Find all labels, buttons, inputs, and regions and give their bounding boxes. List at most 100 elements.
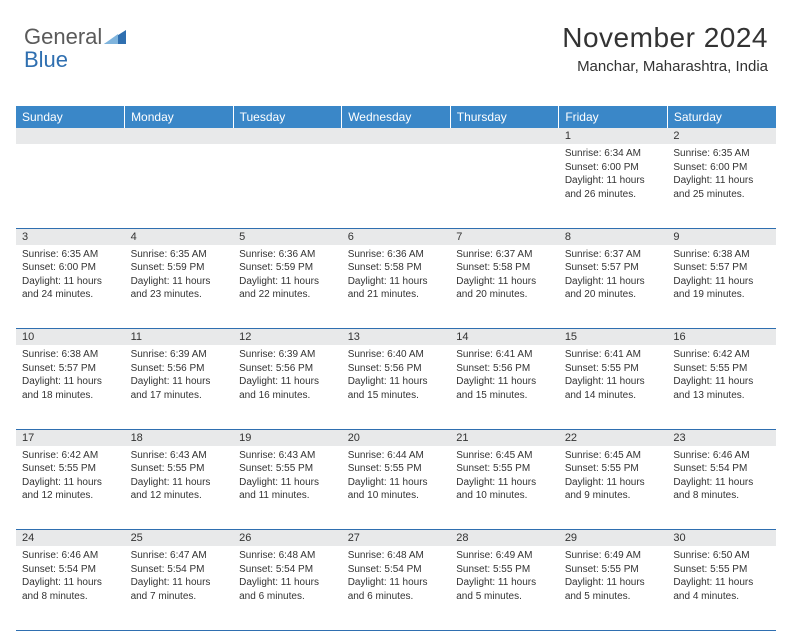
- day-cell: [342, 144, 451, 228]
- day-cell-content: Sunrise: 6:49 AMSunset: 5:55 PMDaylight:…: [450, 546, 559, 606]
- day-number: 14: [450, 329, 559, 346]
- day-cell-content: Sunrise: 6:47 AMSunset: 5:54 PMDaylight:…: [125, 546, 234, 606]
- day-body-row: Sunrise: 6:42 AMSunset: 5:55 PMDaylight:…: [16, 446, 776, 530]
- column-header: Wednesday: [342, 106, 451, 128]
- day-cell: Sunrise: 6:46 AMSunset: 5:54 PMDaylight:…: [667, 446, 776, 530]
- day-number-row: 12: [16, 128, 776, 144]
- day-cell: Sunrise: 6:36 AMSunset: 5:58 PMDaylight:…: [342, 245, 451, 329]
- day-number: 19: [233, 429, 342, 446]
- column-header: Tuesday: [233, 106, 342, 128]
- day-cell-content: Sunrise: 6:50 AMSunset: 5:55 PMDaylight:…: [667, 546, 776, 606]
- calendar-header-row: SundayMondayTuesdayWednesdayThursdayFrid…: [16, 106, 776, 128]
- day-cell: Sunrise: 6:36 AMSunset: 5:59 PMDaylight:…: [233, 245, 342, 329]
- day-number-row: 3456789: [16, 228, 776, 245]
- day-number: [342, 128, 451, 144]
- day-cell-content: Sunrise: 6:39 AMSunset: 5:56 PMDaylight:…: [125, 345, 234, 405]
- day-cell: Sunrise: 6:34 AMSunset: 6:00 PMDaylight:…: [559, 144, 668, 228]
- day-cell: Sunrise: 6:41 AMSunset: 5:56 PMDaylight:…: [450, 345, 559, 429]
- day-cell-content: Sunrise: 6:43 AMSunset: 5:55 PMDaylight:…: [125, 446, 234, 506]
- day-cell: Sunrise: 6:35 AMSunset: 5:59 PMDaylight:…: [125, 245, 234, 329]
- day-cell: Sunrise: 6:49 AMSunset: 5:55 PMDaylight:…: [450, 546, 559, 630]
- day-number: 29: [559, 530, 668, 547]
- day-number: 28: [450, 530, 559, 547]
- day-cell-content: Sunrise: 6:36 AMSunset: 5:58 PMDaylight:…: [342, 245, 451, 305]
- day-cell-content: Sunrise: 6:46 AMSunset: 5:54 PMDaylight:…: [667, 446, 776, 506]
- day-cell: [16, 144, 125, 228]
- day-number: 2: [667, 128, 776, 144]
- day-cell: [125, 144, 234, 228]
- day-number: 21: [450, 429, 559, 446]
- day-number: 9: [667, 228, 776, 245]
- day-number-row: 17181920212223: [16, 429, 776, 446]
- day-cell-content: Sunrise: 6:41 AMSunset: 5:55 PMDaylight:…: [559, 345, 668, 405]
- day-number: 27: [342, 530, 451, 547]
- day-cell-content: Sunrise: 6:44 AMSunset: 5:55 PMDaylight:…: [342, 446, 451, 506]
- column-header: Thursday: [450, 106, 559, 128]
- day-cell-content: Sunrise: 6:42 AMSunset: 5:55 PMDaylight:…: [16, 446, 125, 506]
- day-cell-content: Sunrise: 6:35 AMSunset: 6:00 PMDaylight:…: [16, 245, 125, 305]
- column-header: Sunday: [16, 106, 125, 128]
- day-number: 16: [667, 329, 776, 346]
- day-body-row: Sunrise: 6:46 AMSunset: 5:54 PMDaylight:…: [16, 546, 776, 630]
- day-number: 5: [233, 228, 342, 245]
- day-cell: Sunrise: 6:47 AMSunset: 5:54 PMDaylight:…: [125, 546, 234, 630]
- day-number: 10: [16, 329, 125, 346]
- day-body-row: Sunrise: 6:38 AMSunset: 5:57 PMDaylight:…: [16, 345, 776, 429]
- day-cell: Sunrise: 6:40 AMSunset: 5:56 PMDaylight:…: [342, 345, 451, 429]
- day-number: 20: [342, 429, 451, 446]
- day-number: 18: [125, 429, 234, 446]
- day-cell-content: Sunrise: 6:45 AMSunset: 5:55 PMDaylight:…: [559, 446, 668, 506]
- title-block: November 2024 Manchar, Maharashtra, Indi…: [562, 22, 768, 75]
- day-body-row: Sunrise: 6:34 AMSunset: 6:00 PMDaylight:…: [16, 144, 776, 228]
- column-header: Friday: [559, 106, 668, 128]
- day-cell: Sunrise: 6:50 AMSunset: 5:55 PMDaylight:…: [667, 546, 776, 630]
- day-cell-content: Sunrise: 6:34 AMSunset: 6:00 PMDaylight:…: [559, 144, 668, 204]
- day-cell-content: Sunrise: 6:35 AMSunset: 6:00 PMDaylight:…: [667, 144, 776, 204]
- day-cell-content: Sunrise: 6:43 AMSunset: 5:55 PMDaylight:…: [233, 446, 342, 506]
- header: GeneralBlue November 2024 Manchar, Mahar…: [0, 0, 792, 78]
- logo-text: GeneralBlue: [24, 24, 126, 72]
- day-cell-content: Sunrise: 6:42 AMSunset: 5:55 PMDaylight:…: [667, 345, 776, 405]
- day-number: 13: [342, 329, 451, 346]
- day-number-row: 10111213141516: [16, 329, 776, 346]
- day-number: 25: [125, 530, 234, 547]
- day-cell-content: Sunrise: 6:41 AMSunset: 5:56 PMDaylight:…: [450, 345, 559, 405]
- day-cell: Sunrise: 6:38 AMSunset: 5:57 PMDaylight:…: [16, 345, 125, 429]
- day-number: 3: [16, 228, 125, 245]
- calendar-table: SundayMondayTuesdayWednesdayThursdayFrid…: [16, 106, 776, 631]
- day-cell: Sunrise: 6:49 AMSunset: 5:55 PMDaylight:…: [559, 546, 668, 630]
- day-cell: Sunrise: 6:43 AMSunset: 5:55 PMDaylight:…: [233, 446, 342, 530]
- day-number: 17: [16, 429, 125, 446]
- logo: GeneralBlue: [24, 26, 126, 72]
- day-cell: Sunrise: 6:39 AMSunset: 5:56 PMDaylight:…: [125, 345, 234, 429]
- logo-triangle-icon: [104, 26, 126, 48]
- day-cell-content: Sunrise: 6:45 AMSunset: 5:55 PMDaylight:…: [450, 446, 559, 506]
- logo-text-gray: General: [24, 24, 102, 49]
- day-cell: Sunrise: 6:42 AMSunset: 5:55 PMDaylight:…: [16, 446, 125, 530]
- day-cell: Sunrise: 6:45 AMSunset: 5:55 PMDaylight:…: [450, 446, 559, 530]
- day-number: 15: [559, 329, 668, 346]
- day-cell: Sunrise: 6:41 AMSunset: 5:55 PMDaylight:…: [559, 345, 668, 429]
- day-cell-content: Sunrise: 6:48 AMSunset: 5:54 PMDaylight:…: [342, 546, 451, 606]
- day-number: 24: [16, 530, 125, 547]
- day-cell-content: Sunrise: 6:49 AMSunset: 5:55 PMDaylight:…: [559, 546, 668, 606]
- day-number: 6: [342, 228, 451, 245]
- column-header: Monday: [125, 106, 234, 128]
- day-number: 11: [125, 329, 234, 346]
- day-number: 30: [667, 530, 776, 547]
- day-number: 23: [667, 429, 776, 446]
- day-cell: Sunrise: 6:45 AMSunset: 5:55 PMDaylight:…: [559, 446, 668, 530]
- day-number: 22: [559, 429, 668, 446]
- day-cell-content: Sunrise: 6:37 AMSunset: 5:57 PMDaylight:…: [559, 245, 668, 305]
- day-number: 7: [450, 228, 559, 245]
- location-text: Manchar, Maharashtra, India: [562, 58, 768, 75]
- day-number: 26: [233, 530, 342, 547]
- day-cell: Sunrise: 6:38 AMSunset: 5:57 PMDaylight:…: [667, 245, 776, 329]
- day-cell: Sunrise: 6:43 AMSunset: 5:55 PMDaylight:…: [125, 446, 234, 530]
- day-cell: Sunrise: 6:46 AMSunset: 5:54 PMDaylight:…: [16, 546, 125, 630]
- day-number: 8: [559, 228, 668, 245]
- day-body-row: Sunrise: 6:35 AMSunset: 6:00 PMDaylight:…: [16, 245, 776, 329]
- logo-text-blue: Blue: [24, 47, 68, 72]
- page-title: November 2024: [562, 22, 768, 54]
- day-number: [16, 128, 125, 144]
